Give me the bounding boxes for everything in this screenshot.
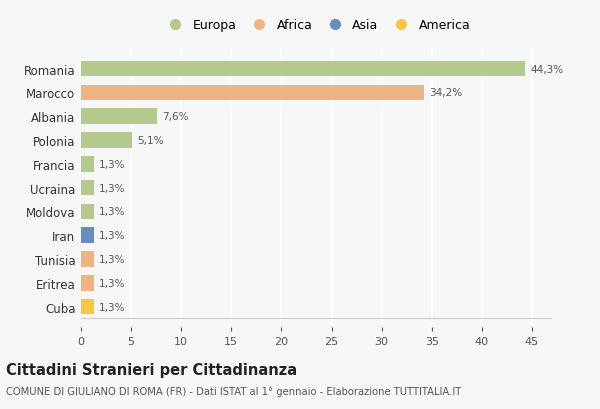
Text: 7,6%: 7,6%	[162, 112, 188, 122]
Text: COMUNE DI GIULIANO DI ROMA (FR) - Dati ISTAT al 1° gennaio - Elaborazione TUTTIT: COMUNE DI GIULIANO DI ROMA (FR) - Dati I…	[6, 387, 461, 396]
Text: 1,3%: 1,3%	[99, 278, 125, 288]
Legend: Europa, Africa, Asia, America: Europa, Africa, Asia, America	[160, 16, 473, 34]
Text: 1,3%: 1,3%	[99, 183, 125, 193]
Bar	[81, 252, 94, 267]
Text: Cittadini Stranieri per Cittadinanza: Cittadini Stranieri per Cittadinanza	[6, 362, 297, 377]
Bar	[81, 62, 525, 77]
Bar	[81, 85, 424, 101]
Bar	[81, 228, 94, 243]
Bar	[81, 133, 132, 148]
Text: 1,3%: 1,3%	[99, 160, 125, 169]
Text: 44,3%: 44,3%	[530, 65, 563, 74]
Bar	[81, 204, 94, 220]
Bar	[81, 157, 94, 172]
Text: 34,2%: 34,2%	[429, 88, 462, 98]
Text: 5,1%: 5,1%	[137, 136, 164, 146]
Bar	[81, 180, 94, 196]
Bar	[81, 299, 94, 315]
Bar	[81, 109, 157, 125]
Text: 1,3%: 1,3%	[99, 302, 125, 312]
Text: 1,3%: 1,3%	[99, 231, 125, 240]
Text: 1,3%: 1,3%	[99, 207, 125, 217]
Text: 1,3%: 1,3%	[99, 254, 125, 264]
Bar	[81, 275, 94, 291]
